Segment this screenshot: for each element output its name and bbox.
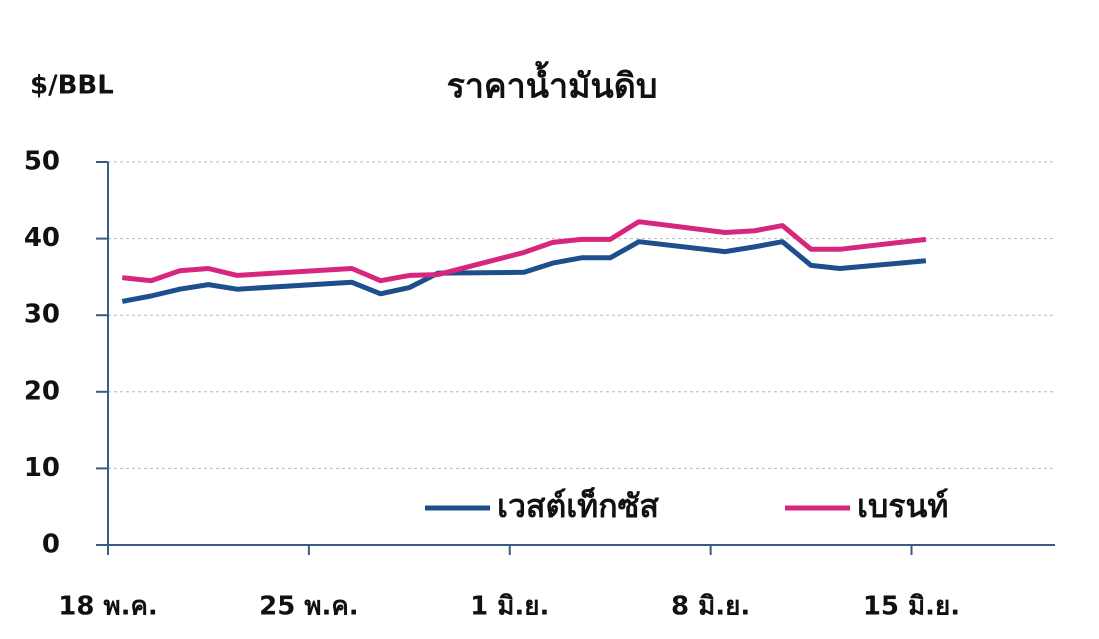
- x-tick-label: 18 พ.ค.: [58, 592, 158, 622]
- x-tick-label: 1 มิ.ย.: [470, 592, 549, 622]
- y-tick-label: 30: [24, 300, 60, 330]
- y-axis-label: $/BBL: [30, 71, 114, 101]
- series-line: [121, 239, 927, 304]
- legend-label: เวสต์เท็กซัส: [497, 486, 659, 525]
- legend-label: เบรนท์: [857, 487, 948, 525]
- x-tick-label: 8 มิ.ย.: [671, 592, 750, 622]
- y-tick-label: 10: [24, 453, 60, 483]
- y-tick-label: 0: [42, 530, 60, 560]
- y-tick-label: 20: [24, 376, 60, 406]
- x-tick-label: 25 พ.ค.: [259, 592, 359, 622]
- chart-title: ราคาน้ำมันดิบ: [447, 61, 658, 107]
- y-tick-label: 50: [24, 147, 60, 177]
- series-line: [122, 219, 927, 284]
- x-tick-label: 15 มิ.ย.: [863, 592, 960, 622]
- y-tick-label: 40: [24, 223, 60, 253]
